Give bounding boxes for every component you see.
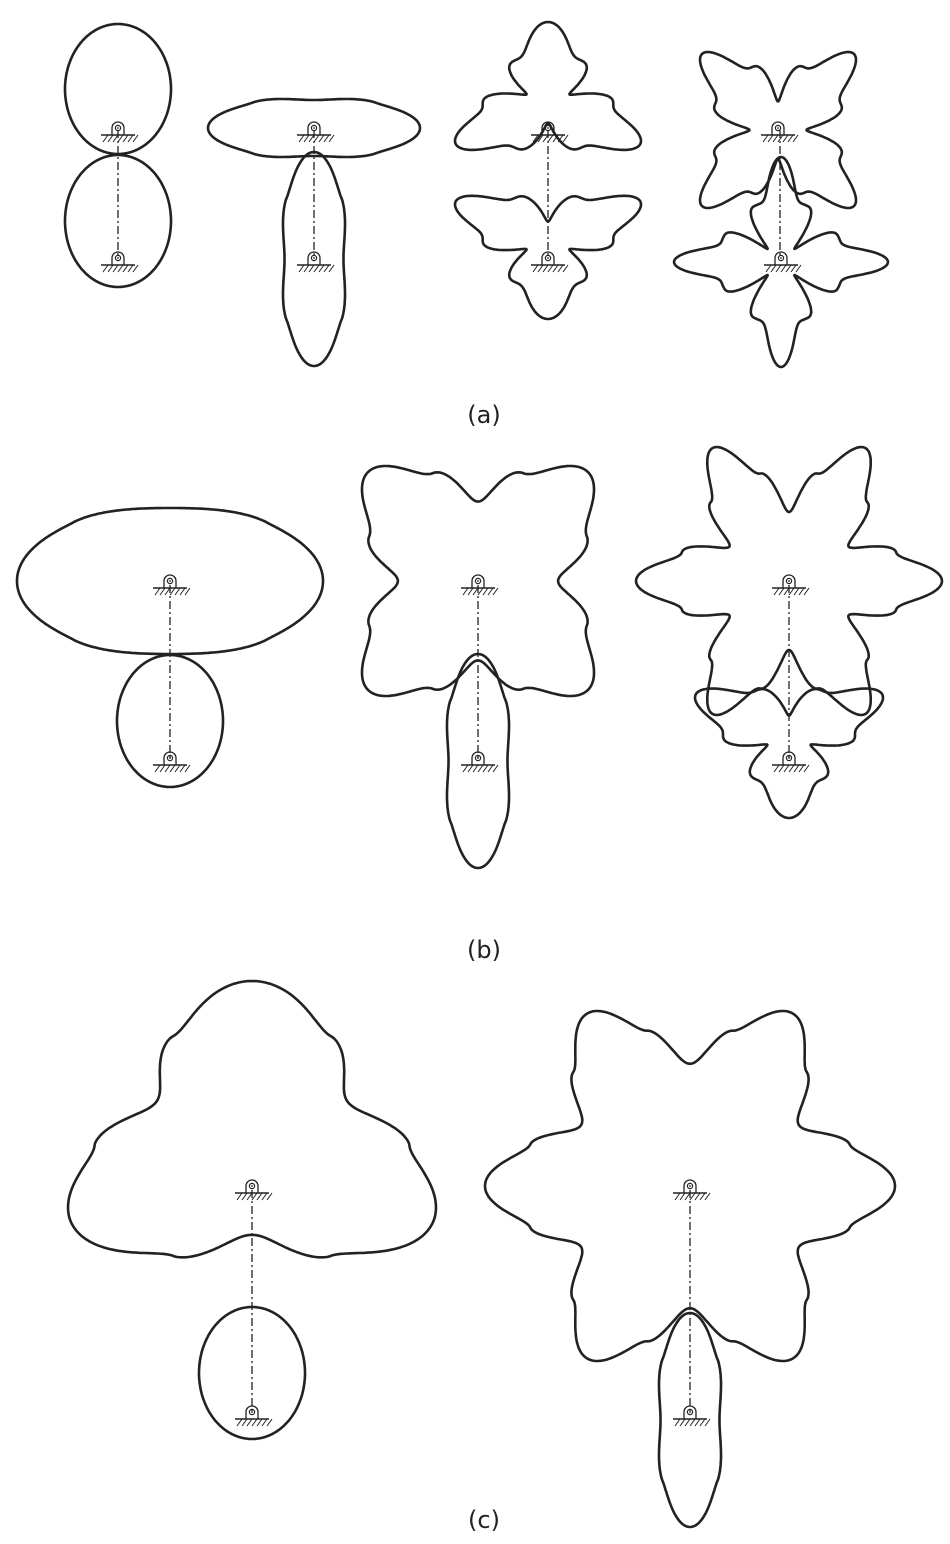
b2-lower-pivot	[461, 751, 499, 773]
a2-upper-pivot	[297, 121, 335, 143]
a4-upper-pivot	[761, 121, 799, 143]
b2-small-gear	[445, 652, 511, 870]
a3-upper-pivot	[531, 121, 569, 143]
a4-upper-gear	[698, 50, 858, 210]
caption-c: (c)	[468, 1506, 500, 1534]
a1-upper-pivot	[101, 121, 139, 143]
c1-small-gear	[197, 1305, 307, 1441]
c1-upper-pivot	[235, 1179, 273, 1201]
b3-large-gear	[634, 445, 944, 717]
b1-upper-pivot	[153, 574, 191, 596]
b3-lower-pivot	[772, 751, 810, 773]
a3-lower-pivot	[531, 251, 569, 273]
b3-small-gear	[693, 687, 885, 820]
a3-lower-gear	[453, 194, 643, 321]
b1-small-gear	[115, 653, 225, 789]
b1-lower-pivot	[153, 751, 191, 773]
a2-lower-gear	[281, 150, 347, 368]
b2-upper-pivot	[461, 574, 499, 596]
a2-lower-pivot	[297, 251, 335, 273]
a1-lower-gear	[63, 153, 173, 289]
c2-lower-pivot	[673, 1405, 711, 1427]
c1-lower-pivot	[235, 1405, 273, 1427]
c1-large-gear	[66, 979, 438, 1259]
a1-upper-gear	[63, 22, 173, 156]
b1-large-gear	[15, 506, 325, 656]
a3-upper-gear	[453, 20, 643, 152]
a1-lower-pivot	[101, 251, 139, 273]
caption-b: (b)	[467, 936, 501, 964]
a4-lower-pivot	[764, 251, 802, 273]
c2-small-gear	[657, 1311, 723, 1529]
c2-upper-pivot	[673, 1179, 711, 1201]
c2-large-gear	[483, 1009, 897, 1363]
a4-lower-gear	[672, 155, 890, 369]
b2-large-gear	[360, 464, 596, 698]
a2-upper-gear	[206, 97, 422, 159]
b3-upper-pivot	[772, 574, 810, 596]
caption-a: (a)	[467, 401, 500, 429]
